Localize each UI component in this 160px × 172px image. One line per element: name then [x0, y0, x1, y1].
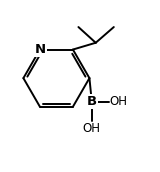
Text: OH: OH	[83, 122, 101, 135]
Text: OH: OH	[110, 95, 128, 108]
Text: N: N	[34, 43, 45, 56]
Text: B: B	[87, 95, 97, 108]
